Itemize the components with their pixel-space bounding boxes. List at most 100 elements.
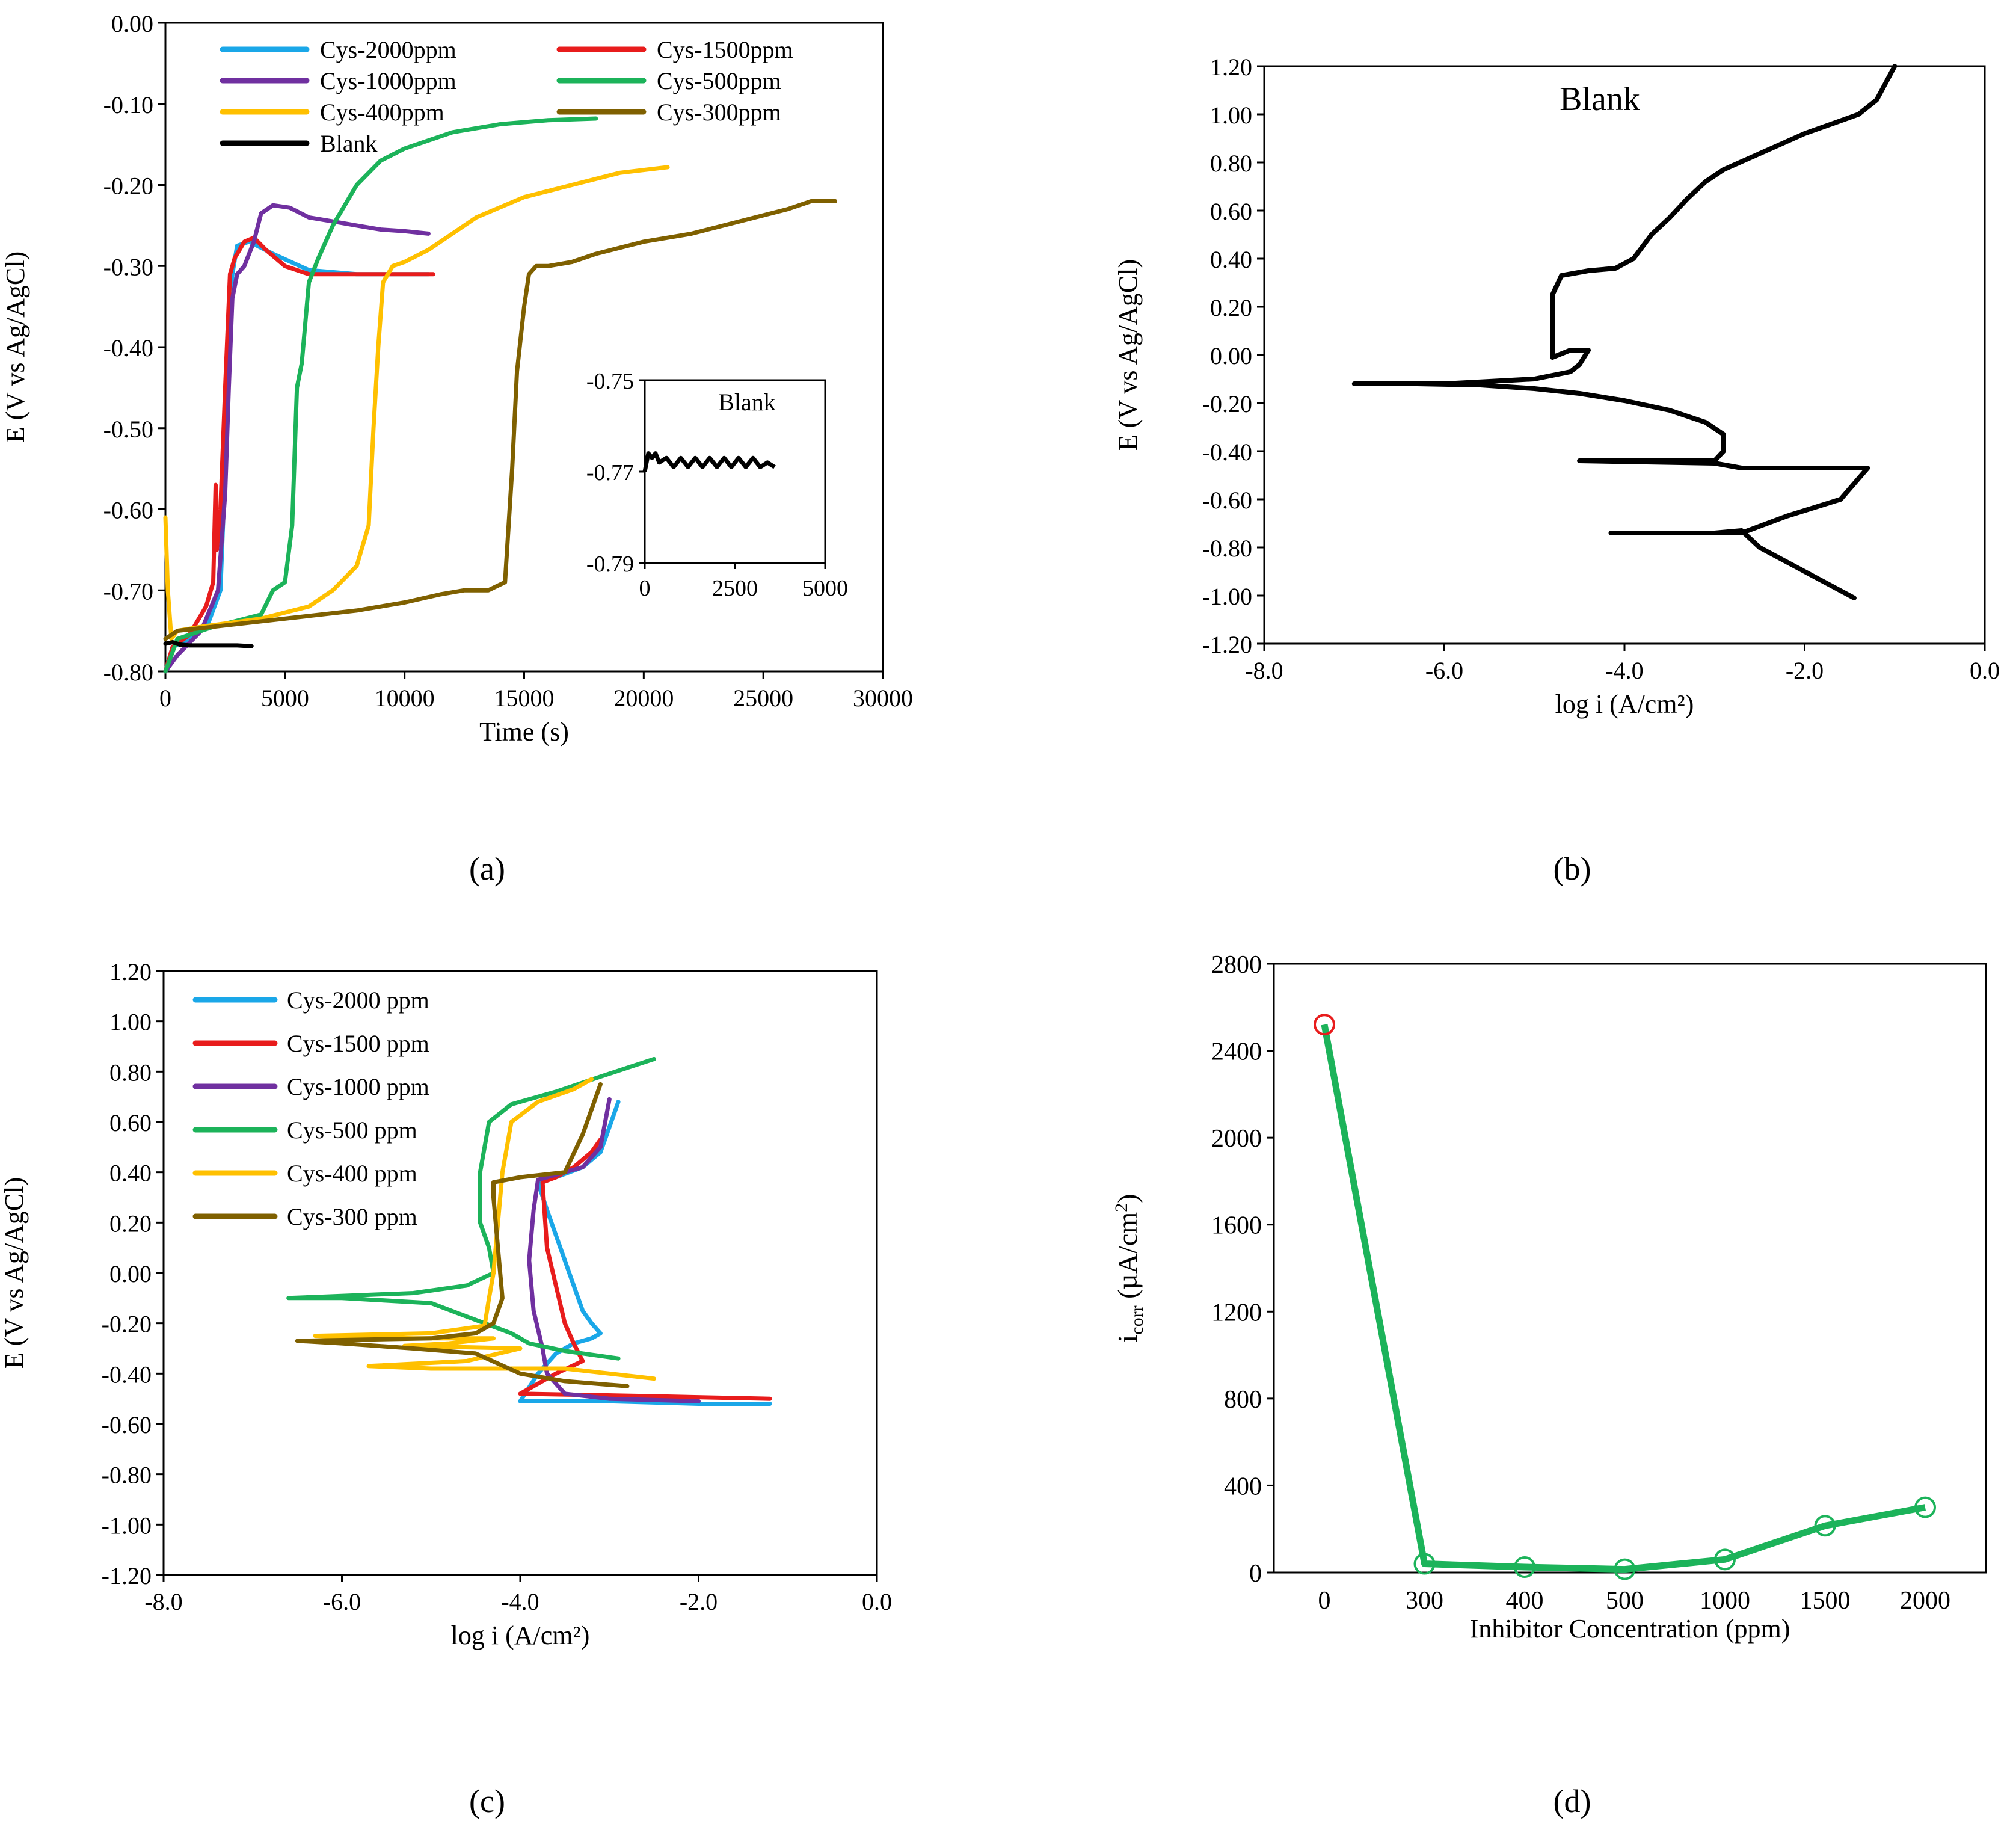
series-line-cys-1000ppm bbox=[163, 203, 431, 674]
inset-frame bbox=[644, 379, 826, 564]
y-tick-label: 800 bbox=[1224, 1386, 1262, 1414]
x-tick-label: 1000 bbox=[1700, 1587, 1750, 1615]
x-tick-label: -8.0 bbox=[144, 1588, 182, 1615]
x-axis-title: Inhibitor Concentration (ppm) bbox=[1470, 1614, 1790, 1644]
y-tick-label: 2800 bbox=[1211, 951, 1262, 979]
legend-label: Cys-1000ppm bbox=[320, 67, 456, 94]
y-tick-label: 0.00 bbox=[111, 10, 153, 37]
y-tick-label: 0.00 bbox=[109, 1260, 152, 1287]
x-tick-label: 25000 bbox=[733, 685, 793, 712]
y-tick-label: 1.20 bbox=[109, 958, 152, 985]
y-tick-label: 1200 bbox=[1211, 1299, 1262, 1326]
legend-label: Cys-2000 ppm bbox=[287, 987, 429, 1014]
series-line-cys-1500ppm bbox=[163, 235, 435, 674]
y-tick-label: -0.70 bbox=[103, 578, 153, 605]
series-line-blank bbox=[1351, 64, 1898, 600]
series-line-cys-300-ppm bbox=[295, 1082, 630, 1388]
y-tick-label: 0.80 bbox=[1210, 150, 1252, 177]
y-tick-label: -0.40 bbox=[103, 334, 153, 362]
y-axis-title: E (V vs Ag/AgCl) bbox=[1113, 259, 1143, 451]
y-tick-label: 0.00 bbox=[1210, 342, 1252, 369]
data-point-marker bbox=[1814, 1515, 1836, 1537]
x-tick-label: -2.0 bbox=[1786, 657, 1824, 684]
panel-b-chart: 1.20 1.00 0.80 0.60 0.40 0.20 0.00 -0.20 -0.40 -0… bbox=[1113, 54, 2000, 719]
y-tick-label: -0.20 bbox=[102, 1311, 152, 1338]
x-tick-label: 0 bbox=[159, 685, 171, 712]
y-tick-label: -0.40 bbox=[1202, 439, 1252, 466]
y-axis-title: E (V vs Ag/AgCl) bbox=[1, 251, 30, 443]
y-tick-label: 0.20 bbox=[109, 1210, 152, 1237]
data-point-marker bbox=[1914, 1496, 1936, 1518]
x-tick-label: 0 bbox=[1318, 1587, 1331, 1615]
y-tick-label: -0.10 bbox=[103, 91, 153, 119]
y-tick-label: -1.00 bbox=[1202, 583, 1252, 610]
y-tick-label: -0.20 bbox=[103, 173, 153, 200]
y-tick-label: -0.60 bbox=[102, 1411, 152, 1438]
x-axis-title: log i (A/cm²) bbox=[1555, 689, 1694, 719]
panel-a-chart: 0.00 -0.10 -0.20 -0.30 -0.40 -0.50 -0.60 -0.70 -… bbox=[1, 10, 913, 747]
y-axis-title: icorr (µA/cm2) bbox=[1111, 1194, 1147, 1343]
panel-label-b: (b) bbox=[1553, 851, 1591, 887]
data-point-marker bbox=[1714, 1548, 1736, 1571]
x-tick-label: 30000 bbox=[853, 685, 913, 712]
panel-label-d: (d) bbox=[1553, 1783, 1591, 1819]
x-tick-label: -6.0 bbox=[323, 1588, 361, 1615]
y-tick-label: 2000 bbox=[1211, 1125, 1262, 1153]
y-tick-label: 400 bbox=[1224, 1473, 1262, 1500]
series-line-blank bbox=[163, 640, 254, 648]
y-tick-label: 0.60 bbox=[109, 1109, 152, 1136]
y-tick-label: -0.40 bbox=[102, 1361, 152, 1388]
y-tick-label: 0.40 bbox=[109, 1160, 152, 1187]
chart-title: Blank bbox=[1560, 81, 1640, 118]
legend-label: Cys-2000ppm bbox=[320, 36, 456, 63]
y-tick-label: -0.30 bbox=[103, 253, 153, 280]
x-tick-label: 400 bbox=[1506, 1587, 1544, 1615]
x-tick-label: 300 bbox=[1406, 1587, 1443, 1615]
data-point-marker bbox=[1614, 1558, 1636, 1580]
x-tick-label: -4.0 bbox=[1605, 657, 1643, 684]
panel-c-chart: 1.20 1.00 0.80 0.60 0.40 0.20 0.00 -0.20 -0.40 -0… bbox=[0, 958, 892, 1650]
inset-y-tick-label: -0.75 bbox=[586, 369, 634, 394]
series-line-cys-500-ppm bbox=[286, 1056, 656, 1361]
legend-label: Blank bbox=[320, 130, 378, 157]
x-tick-label: -8.0 bbox=[1245, 657, 1283, 684]
y-tick-label: -1.20 bbox=[1202, 631, 1252, 658]
y-tick-label: -0.80 bbox=[103, 659, 153, 686]
x-tick-label: 20000 bbox=[613, 685, 674, 712]
y-tick-label: 1600 bbox=[1211, 1212, 1262, 1240]
y-tick-label: 0.20 bbox=[1210, 294, 1252, 321]
data-point-marker bbox=[1314, 1014, 1335, 1036]
legend-label: Cys-1000 ppm bbox=[287, 1073, 429, 1100]
x-tick-label: -6.0 bbox=[1425, 657, 1463, 684]
x-tick-label: -2.0 bbox=[680, 1588, 718, 1615]
series-line-cys-300ppm bbox=[163, 199, 837, 641]
legend-label: Cys-1500ppm bbox=[657, 36, 793, 63]
series-line-cys-1000-ppm bbox=[527, 1097, 701, 1403]
x-tick-label: 0.0 bbox=[1970, 657, 2000, 684]
inset-x-tick-label: 2500 bbox=[712, 576, 758, 601]
panel-label-c: (c) bbox=[469, 1783, 505, 1819]
y-tick-label: 2400 bbox=[1211, 1038, 1262, 1066]
x-tick-label: 10000 bbox=[375, 685, 435, 712]
inset-series-line-blank bbox=[642, 451, 776, 472]
y-tick-label: 0 bbox=[1249, 1560, 1262, 1588]
inset-x-tick-label: 5000 bbox=[802, 576, 848, 601]
y-tick-label: 1.00 bbox=[1210, 102, 1252, 129]
y-tick-label: -1.00 bbox=[102, 1512, 152, 1539]
legend-label: Cys-400ppm bbox=[320, 99, 444, 126]
x-tick-label: 2000 bbox=[1900, 1587, 1950, 1615]
y-tick-label: -0.80 bbox=[102, 1462, 152, 1489]
x-tick-label: 0.0 bbox=[862, 1588, 892, 1615]
x-tick-label: -4.0 bbox=[501, 1588, 539, 1615]
inset-x-tick-label: 0 bbox=[639, 576, 651, 601]
legend-label: Cys-500ppm bbox=[657, 67, 781, 94]
series-line-icorr bbox=[1321, 1024, 1926, 1573]
y-tick-label: -0.20 bbox=[1202, 390, 1252, 417]
y-tick-label: -1.20 bbox=[102, 1562, 152, 1589]
legend-label: Cys-500 ppm bbox=[287, 1117, 417, 1144]
data-point-marker bbox=[1514, 1556, 1535, 1578]
y-tick-label: 0.60 bbox=[1210, 198, 1252, 225]
y-tick-label: -0.60 bbox=[103, 497, 153, 524]
x-tick-label: 1500 bbox=[1800, 1587, 1851, 1615]
y-tick-label: -0.80 bbox=[1202, 535, 1252, 562]
